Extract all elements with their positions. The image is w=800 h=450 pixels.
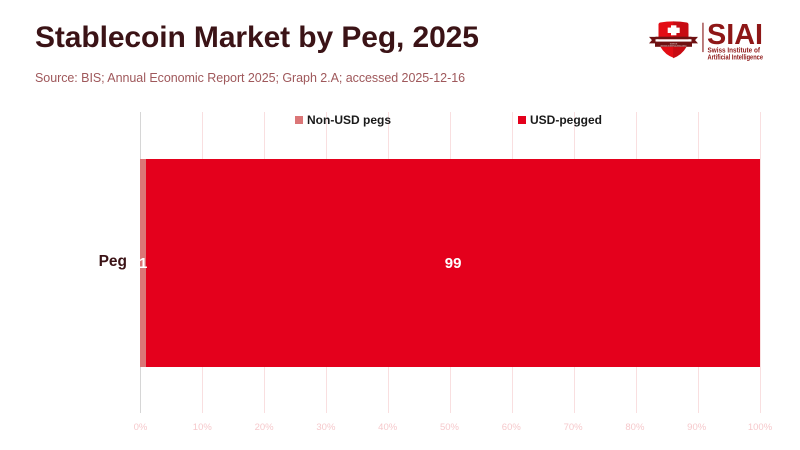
svg-text:SIAI: SIAI [707, 19, 763, 51]
svg-text:INSTITUTE OF ARTIFICIAL INTELL: INSTITUTE OF ARTIFICIAL INTELLIGENCE [661, 44, 687, 47]
svg-text:Swiss Institute of: Swiss Institute of [708, 47, 761, 54]
svg-text:Artificial Intelligence: Artificial Intelligence [708, 54, 764, 61]
svg-text:SWISS: SWISS [670, 43, 678, 45]
